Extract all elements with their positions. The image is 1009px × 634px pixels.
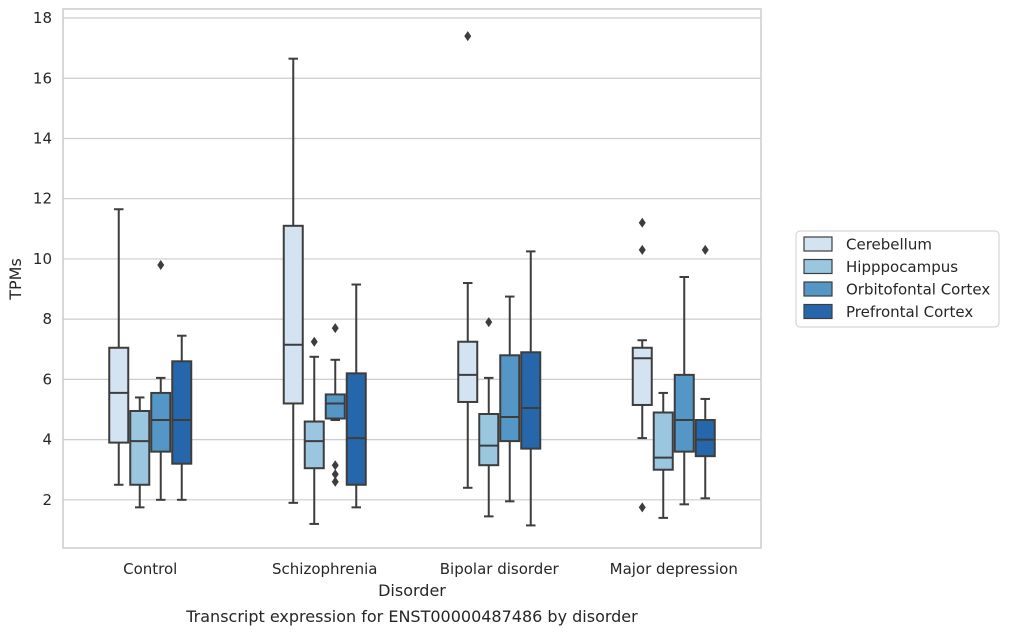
iqr-box [324, 393, 346, 420]
outlier-point [331, 476, 339, 487]
outlier-point [464, 31, 472, 42]
outlier-point [157, 259, 165, 270]
iqr-box [520, 351, 542, 450]
outlier-point [331, 323, 339, 334]
x-tick-label: Control [123, 560, 177, 578]
y-tick-label: 16 [33, 69, 52, 87]
outlier-point [638, 244, 646, 255]
box-prefrontal-cortex [171, 334, 193, 501]
iqr-box [150, 391, 172, 453]
x-axis-title: Disorder [378, 581, 446, 600]
iqr-box [673, 373, 695, 453]
outlier-point [638, 502, 646, 513]
box-prefrontal-cortex [520, 250, 542, 527]
box-hipppocampus [129, 396, 151, 509]
box-orbitofontal-cortex [324, 323, 346, 487]
iqr-box [478, 413, 500, 467]
box-cerebellum [108, 208, 130, 486]
iqr-box [694, 419, 716, 458]
y-axis-ticks: 2 4 6 8 10 12 14 16 18 [33, 9, 52, 509]
iqr-box [129, 409, 151, 486]
y-tick-label: 6 [42, 370, 52, 388]
y-tick-label: 10 [33, 250, 52, 268]
box-orbitofontal-cortex [150, 259, 172, 501]
chart-caption: Transcript expression for ENST0000048748… [185, 607, 638, 626]
outlier-point [485, 317, 493, 328]
box-orbitofontal-cortex [673, 275, 695, 506]
outlier-point [331, 460, 339, 471]
x-tick-label: Bipolar disorder [440, 560, 560, 578]
box-cerebellum [631, 217, 653, 513]
legend-label: Prefrontal Cortex [846, 303, 973, 321]
legend: Cerebellum Hipppocampus Orbitofontal Corte… [795, 230, 1000, 328]
iqr-box [108, 346, 130, 444]
x-tick-label: Schizophrenia [272, 560, 377, 578]
legend-frame [795, 230, 1000, 328]
box-prefrontal-cortex [345, 283, 367, 509]
boxes [108, 31, 716, 527]
y-tick-label: 14 [33, 129, 52, 147]
box-hipppocampus [478, 317, 500, 518]
iqr-box [499, 354, 521, 443]
y-tick-label: 12 [33, 190, 52, 208]
box-hipppocampus [652, 391, 674, 519]
y-tick-label: 2 [42, 491, 52, 509]
y-tick-label: 8 [42, 310, 52, 328]
x-axis-ticks: Control Schizophrenia Bipolar disorder Majo… [123, 560, 738, 578]
box-cerebellum [457, 31, 479, 489]
outlier-point [701, 244, 709, 255]
box-prefrontal-cortex [694, 244, 716, 500]
iqr-box [345, 372, 367, 486]
legend-label: Cerebellum [846, 236, 932, 254]
y-tick-label: 18 [33, 9, 52, 27]
iqr-box [303, 420, 325, 470]
y-tick-label: 4 [42, 431, 52, 449]
outlier-point [310, 336, 318, 347]
plot-area-frame [62, 8, 762, 549]
iqr-box [652, 411, 674, 471]
box-cerebellum [282, 57, 304, 504]
box-orbitofontal-cortex [499, 295, 521, 503]
legend-label: Orbitofontal Cortex [846, 281, 990, 299]
iqr-box [457, 340, 479, 403]
legend-swatch [803, 281, 833, 297]
legend-swatch [803, 236, 833, 252]
legend-label: Hipppocampus [846, 258, 958, 276]
box-hipppocampus [303, 336, 325, 525]
iqr-box [171, 360, 193, 465]
y-axis-title: TPMs [6, 258, 25, 301]
legend-swatch [803, 303, 833, 320]
legend-swatch [803, 258, 833, 275]
iqr-box [631, 346, 653, 406]
iqr-box [282, 224, 304, 405]
x-tick-label: Major depression [610, 560, 738, 578]
outlier-point [331, 469, 339, 480]
outlier-point [638, 217, 646, 228]
